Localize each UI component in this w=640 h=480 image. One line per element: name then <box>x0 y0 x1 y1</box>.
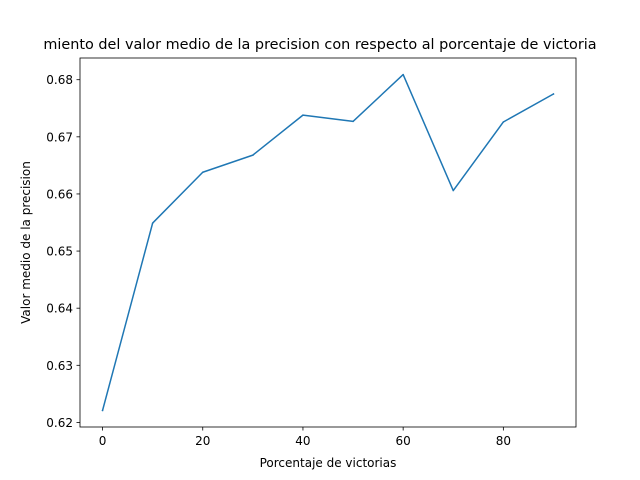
data-point <box>302 114 304 116</box>
x-axis-label: Porcentaje de victorias <box>260 456 397 470</box>
y-tick-label: 0.66 <box>46 187 73 201</box>
series-line <box>101 73 555 412</box>
data-point <box>101 409 104 412</box>
data-point <box>201 171 204 173</box>
data-point <box>252 154 254 156</box>
y-axis-label: Valor medio de la precision <box>19 161 33 324</box>
y-tick-label: 0.63 <box>46 359 73 373</box>
axes-frame <box>79 57 577 428</box>
y-tick-label: 0.62 <box>46 416 73 430</box>
data-point <box>352 120 354 123</box>
y-tick-label: 0.68 <box>46 73 73 87</box>
data-point <box>402 73 404 76</box>
y-tick-label: 0.64 <box>46 302 73 316</box>
chart-title: miento del valor medio de la precision c… <box>43 37 596 53</box>
x-axis: 0 20 40 60 80 <box>99 427 511 448</box>
series-layer <box>101 73 555 412</box>
x-tick-label: 40 <box>295 434 310 448</box>
x-tick-label: 60 <box>396 434 411 448</box>
y-tick-label: 0.65 <box>46 245 73 259</box>
y-axis: 0.62 0.63 0.64 0.65 0.66 0.67 0.68 <box>46 73 80 430</box>
x-tick-label: 80 <box>496 434 511 448</box>
x-tick-label: 0 <box>99 434 107 448</box>
data-point <box>452 189 455 192</box>
data-point <box>151 222 154 224</box>
data-point <box>552 93 555 95</box>
y-tick-label: 0.67 <box>46 130 73 144</box>
x-tick-label: 20 <box>195 434 210 448</box>
data-point <box>502 121 505 123</box>
